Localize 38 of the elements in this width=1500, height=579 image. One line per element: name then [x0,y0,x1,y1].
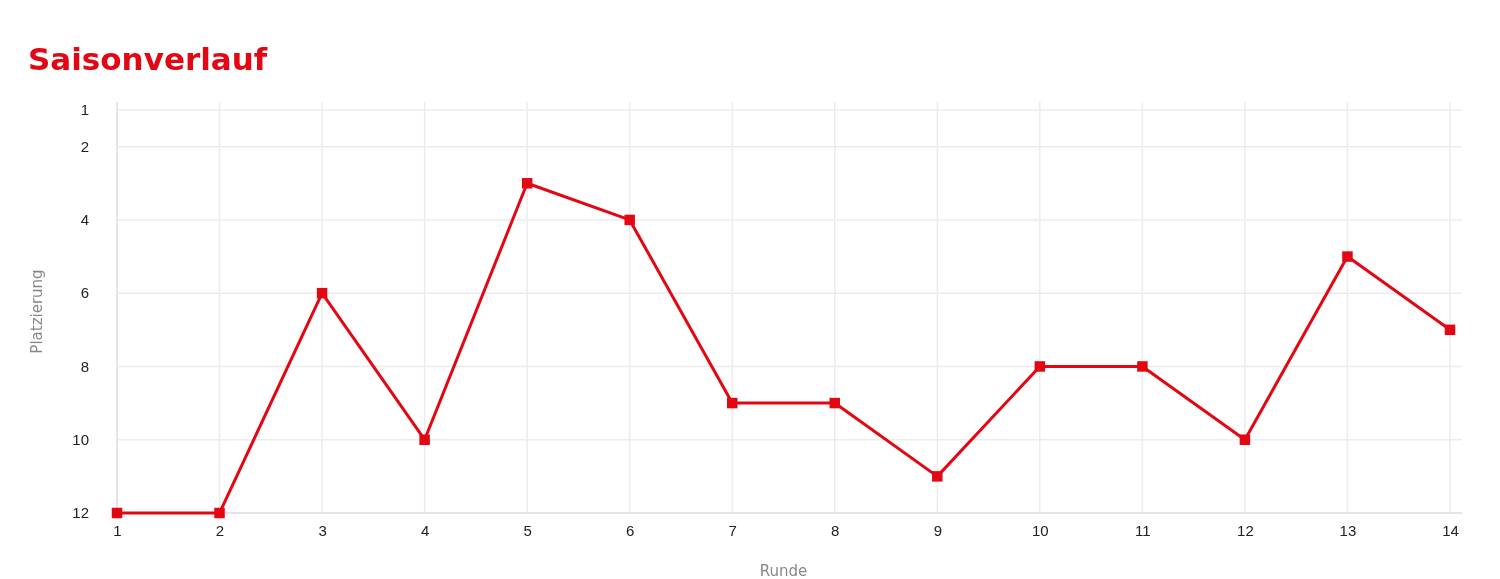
point [111,507,123,519]
point [419,434,430,445]
x-tick-label: 10 [1032,521,1049,539]
y-tick-label: 10 [72,431,89,449]
y-tick-label: 1 [80,101,89,119]
point [829,397,841,409]
x-tick-label: 9 [933,521,942,539]
point [624,214,635,226]
x-tick-label: 14 [1442,521,1459,539]
point [1342,251,1353,262]
point [521,178,533,189]
y-tick-label: 8 [80,357,89,375]
y-tick-label: 6 [80,284,89,302]
x-tick-label: 1 [113,521,122,539]
y-tick-label: 12 [72,504,89,522]
point [214,507,225,519]
x-tick-label: 6 [626,521,635,539]
point [1444,324,1456,336]
point [726,397,738,409]
x-tick-label: 7 [728,521,737,539]
x-tick-label: 12 [1237,521,1254,539]
point [316,287,328,299]
y-tick-label: 4 [80,211,89,229]
x-tick-label: 3 [318,521,327,539]
point [1239,434,1251,445]
x-tick-label: 5 [523,521,532,539]
y-axis-title: Platzierung [28,269,46,354]
x-tick-label: 13 [1339,521,1357,539]
x-axis-title: Runde [759,562,808,579]
x-tick-label: 8 [831,521,840,539]
x-tick-label: 2 [215,521,225,539]
x-tick-label: 11 [1135,521,1151,539]
chart-title: Saisonverlauf [28,41,268,77]
point [932,471,943,482]
x-tick-label: 4 [420,521,430,539]
point [1137,361,1148,372]
point [1034,361,1046,372]
y-tick-label: 2 [80,137,89,155]
